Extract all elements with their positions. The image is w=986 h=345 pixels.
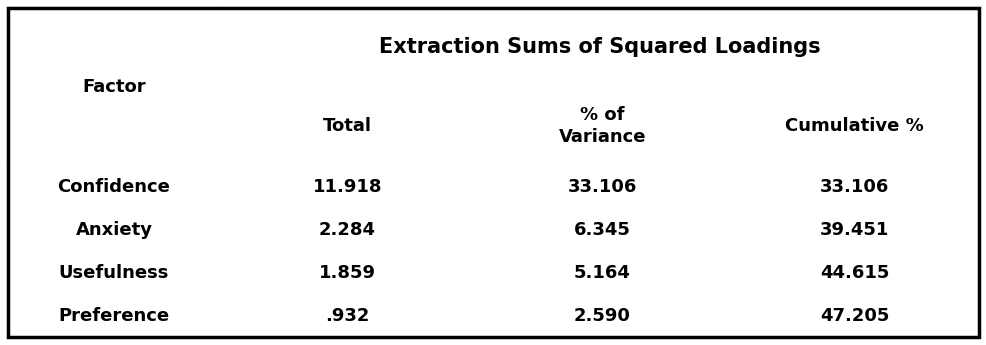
Bar [220,209,474,252]
Bar [730,252,978,294]
Text: Usefulness: Usefulness [59,264,169,282]
Text: Factor: Factor [82,78,146,96]
Bar [474,252,730,294]
Text: 33.106: 33.106 [819,178,888,196]
Text: 5.164: 5.164 [574,264,630,282]
Bar [220,166,474,209]
Text: Anxiety: Anxiety [75,221,153,239]
Text: 2.284: 2.284 [318,221,376,239]
Bar [730,294,978,337]
Text: 39.451: 39.451 [819,221,888,239]
Text: Cumulative %: Cumulative % [784,117,923,135]
Bar [474,209,730,252]
Text: Confidence: Confidence [57,178,171,196]
Text: Extraction Sums of Squared Loadings: Extraction Sums of Squared Loadings [379,37,819,57]
Text: 2.590: 2.590 [574,307,630,325]
Bar [730,209,978,252]
Text: 47.205: 47.205 [819,307,888,325]
Text: 33.106: 33.106 [567,178,637,196]
Text: Total: Total [322,117,372,135]
Text: Preference: Preference [58,307,170,325]
Bar [474,86,730,166]
Bar [730,86,978,166]
Text: % of
Variance: % of Variance [558,106,646,146]
Text: .932: .932 [325,307,370,325]
Text: 44.615: 44.615 [819,264,888,282]
Bar [220,86,474,166]
Bar [220,294,474,337]
Bar [220,8,978,86]
Bar [474,166,730,209]
Bar [730,166,978,209]
Bar [220,252,474,294]
Text: 11.918: 11.918 [313,178,382,196]
Bar [8,8,220,166]
Text: 6.345: 6.345 [574,221,630,239]
Bar [474,294,730,337]
Text: 1.859: 1.859 [318,264,376,282]
Bar [8,166,220,337]
